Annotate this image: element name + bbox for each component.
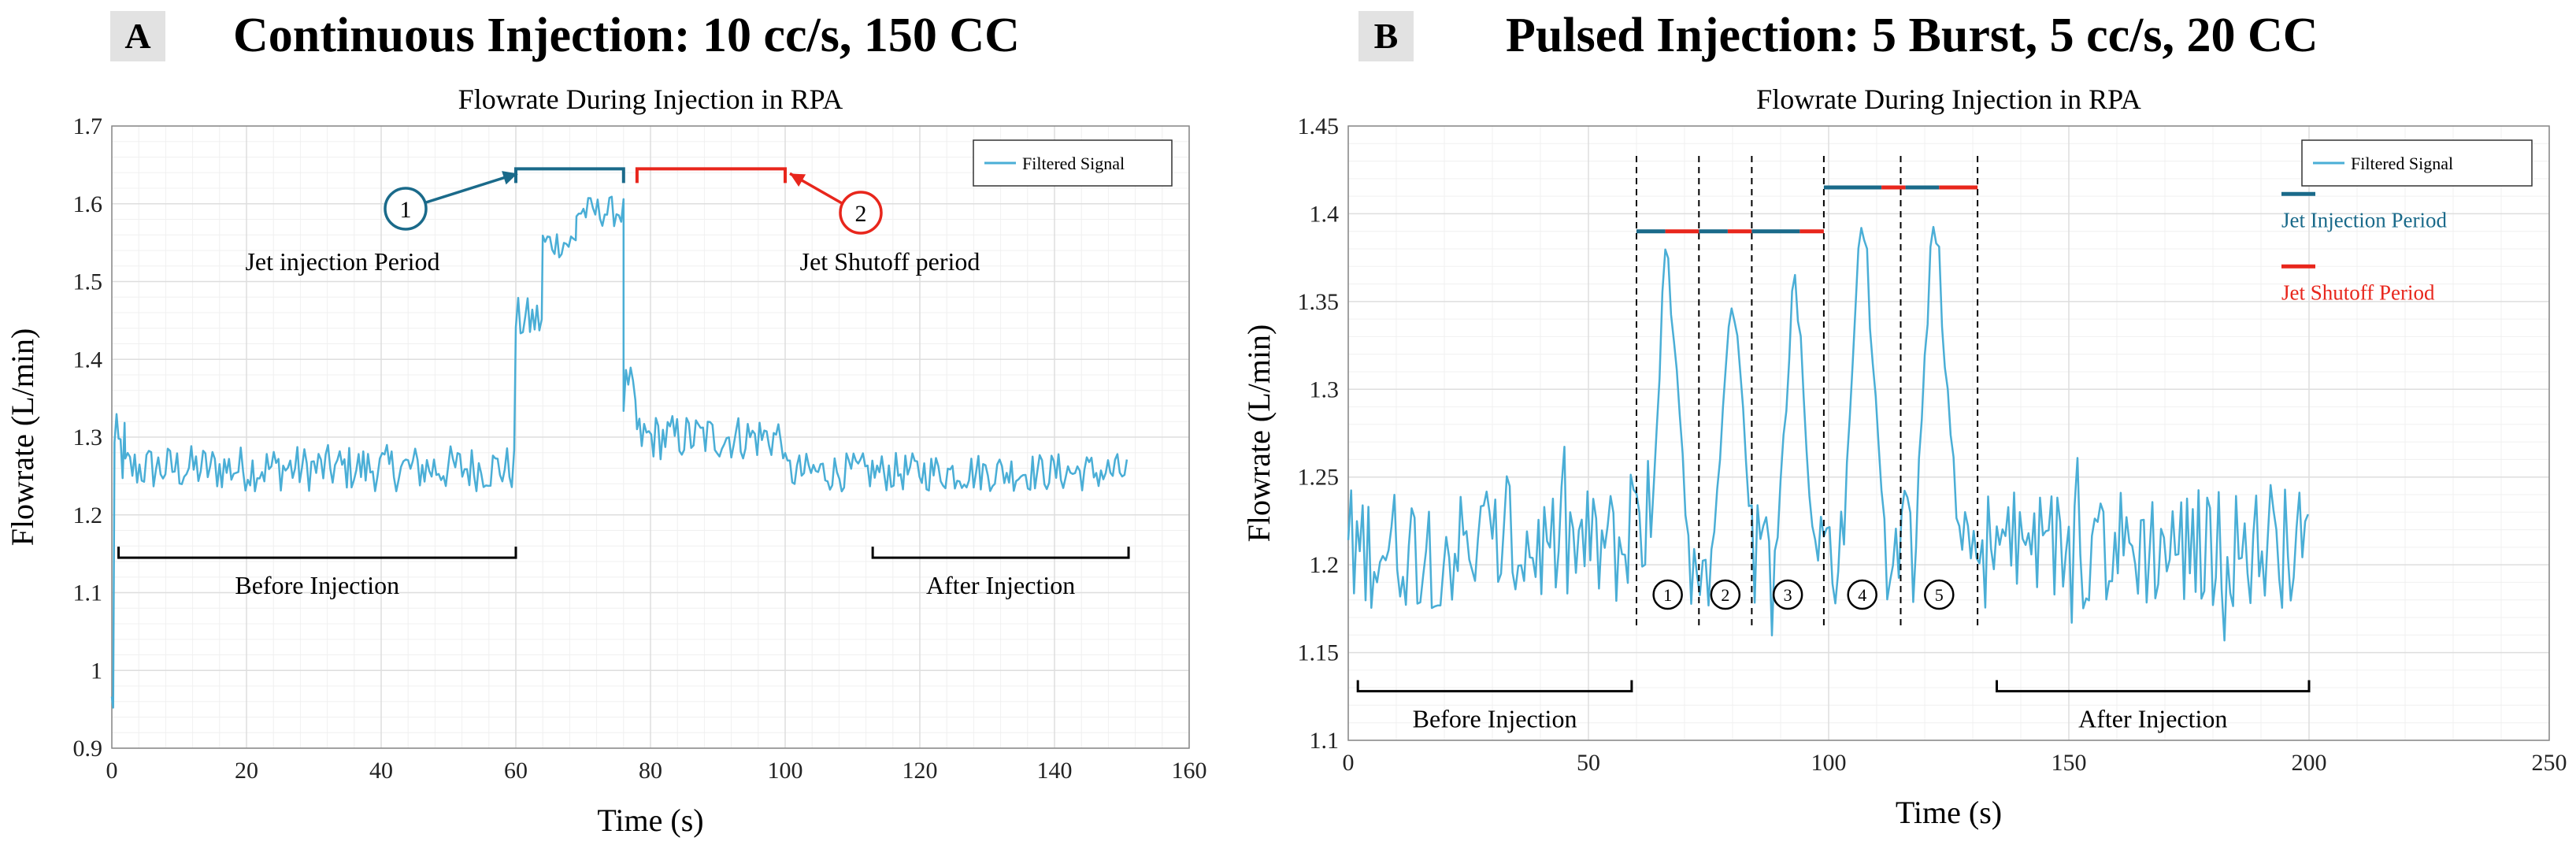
x-tick-label: 0 bbox=[106, 758, 118, 784]
y-tick-label: 0.9 bbox=[73, 736, 103, 762]
y-tick-label: 1.45 bbox=[1298, 113, 1340, 139]
legend-box bbox=[2301, 139, 2533, 187]
legend-label: Filtered Signal bbox=[2351, 154, 2453, 173]
bracket-label: Before Injection bbox=[235, 571, 399, 599]
y-tick-label: 1.1 bbox=[73, 580, 103, 606]
x-tick-label: 250 bbox=[2532, 750, 2567, 776]
burst-number: 2 bbox=[1721, 585, 1729, 605]
x-tick-label: 140 bbox=[1037, 758, 1073, 784]
period-marker-circle bbox=[839, 191, 883, 235]
burst-number: 1 bbox=[1663, 585, 1672, 605]
plot-area bbox=[1348, 126, 2549, 740]
bracket bbox=[1996, 680, 2311, 693]
axes-frame bbox=[111, 125, 1190, 749]
signal-line bbox=[110, 195, 1129, 709]
x-tick-label: 120 bbox=[903, 758, 938, 784]
burst-number: 5 bbox=[1935, 585, 1944, 605]
burst-number-circle bbox=[1772, 579, 1803, 610]
x-tick-label: 150 bbox=[2052, 750, 2087, 776]
bracket-label: After Injection bbox=[926, 571, 1075, 599]
axes-frame bbox=[1347, 125, 2550, 741]
x-tick-label: 160 bbox=[1172, 758, 1207, 784]
burst-number-circle bbox=[1924, 579, 1955, 610]
y-axis-label: Flowrate (L/min) bbox=[5, 328, 40, 547]
chart-a: 0 20 40 60 80 100 120 140 160 0.9 1 1.1 1.2 1.3 1.4 1.5… bbox=[5, 83, 1207, 838]
y-tick-label: 1.3 bbox=[73, 424, 103, 450]
y-tick-label: 1.2 bbox=[1310, 552, 1340, 578]
y-tick-label: 1.1 bbox=[1310, 728, 1340, 754]
x-tick-label: 20 bbox=[235, 758, 258, 784]
bracket-label: Before Injection bbox=[1413, 705, 1577, 733]
period-label: Jet injection Period bbox=[245, 247, 439, 276]
period-legend-label: Jet Shutoff Period bbox=[2281, 280, 2435, 304]
panel-a-title: Continuous Injection: 10 cc/s, 150 CC bbox=[233, 9, 1020, 62]
period-marker-circle bbox=[384, 187, 428, 231]
burst-number: 3 bbox=[1784, 585, 1792, 605]
period-bar bbox=[514, 167, 625, 184]
bracket bbox=[117, 547, 517, 559]
chart-b: 0 50 100 150 200 250 1.1 1.15 1.2 1.25 1.3 1.35 1.4 1… bbox=[1241, 83, 2567, 830]
x-tick-label: 50 bbox=[1577, 750, 1600, 776]
period-marker-number: 2 bbox=[855, 201, 867, 227]
y-tick-label: 1.15 bbox=[1298, 640, 1340, 666]
x-tick-label: 60 bbox=[504, 758, 528, 784]
burst-number-circle bbox=[1710, 579, 1741, 610]
period-bar bbox=[635, 167, 787, 184]
y-tick-label: 1.25 bbox=[1298, 465, 1340, 491]
y-tick-label: 1.4 bbox=[73, 347, 103, 373]
panel-b-title: Pulsed Injection: 5 Burst, 5 cc/s, 20 CC bbox=[1506, 9, 2318, 62]
bracket bbox=[1356, 680, 1633, 693]
panel-a-label: A bbox=[110, 11, 165, 61]
y-tick-label: 1.35 bbox=[1298, 289, 1340, 315]
x-axis-label: Time (s) bbox=[597, 803, 703, 838]
y-tick-label: 1.3 bbox=[1310, 376, 1340, 402]
burst-number: 4 bbox=[1858, 585, 1866, 605]
period-legend-label: Jet Injection Period bbox=[2281, 208, 2447, 232]
y-tick-label: 1.4 bbox=[1310, 201, 1340, 227]
bracket bbox=[871, 547, 1130, 559]
x-tick-label: 100 bbox=[768, 758, 803, 784]
chart-title: Flowrate During Injection in RPA bbox=[458, 83, 843, 115]
x-tick-label: 200 bbox=[2292, 750, 2327, 776]
period-arrowhead bbox=[502, 171, 517, 185]
chart-title: Flowrate During Injection in RPA bbox=[1756, 83, 2141, 115]
period-marker-number: 1 bbox=[400, 197, 412, 223]
x-tick-label: 0 bbox=[1343, 750, 1355, 776]
x-axis-label: Time (s) bbox=[1896, 795, 2002, 830]
y-tick-label: 1 bbox=[91, 658, 102, 684]
y-tick-label: 1.6 bbox=[73, 191, 103, 217]
y-tick-label: 1.7 bbox=[73, 113, 103, 139]
y-axis-label: Flowrate (L/min) bbox=[1241, 324, 1277, 543]
y-tick-label: 1.5 bbox=[73, 269, 103, 295]
x-tick-label: 80 bbox=[639, 758, 662, 784]
signal-line bbox=[1347, 225, 2309, 642]
bracket-label: After Injection bbox=[2078, 705, 2227, 733]
x-tick-label: 40 bbox=[369, 758, 393, 784]
y-tick-label: 1.2 bbox=[73, 502, 103, 528]
period-arrow bbox=[425, 172, 518, 204]
burst-number-circle bbox=[1652, 579, 1683, 610]
x-tick-label: 100 bbox=[1811, 750, 1847, 776]
panel-b-label: B bbox=[1358, 11, 1414, 61]
period-arrowhead bbox=[790, 173, 806, 187]
period-label: Jet Shutoff period bbox=[800, 247, 980, 276]
legend-label: Filtered Signal bbox=[1022, 154, 1125, 173]
burst-number-circle bbox=[1847, 579, 1877, 610]
